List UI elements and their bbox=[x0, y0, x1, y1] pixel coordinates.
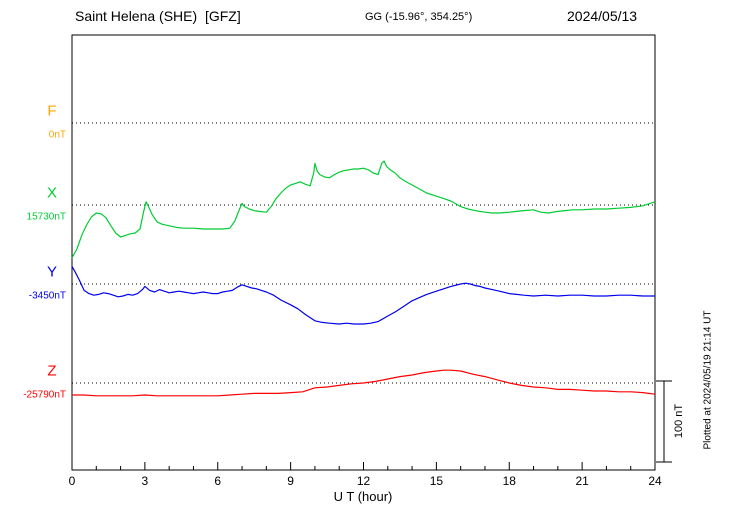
trace-X bbox=[71, 160, 656, 259]
plot-border bbox=[71, 34, 656, 471]
station-title: Saint Helena (SHE) [GFZ] bbox=[75, 8, 241, 24]
plotted-at-note: Plotted at 2024/05/19 21:14 UT bbox=[702, 310, 714, 450]
geographic-coordinates-label: GG (-15.96°, 354.25°) bbox=[365, 11, 473, 23]
trace-Z bbox=[72, 369, 656, 397]
x-axis-label: U T (hour) bbox=[333, 489, 393, 504]
trace-Y bbox=[71, 266, 655, 325]
plot-date: 2024/05/13 bbox=[567, 8, 638, 24]
scale-bar-label: 100 nT bbox=[673, 403, 685, 439]
